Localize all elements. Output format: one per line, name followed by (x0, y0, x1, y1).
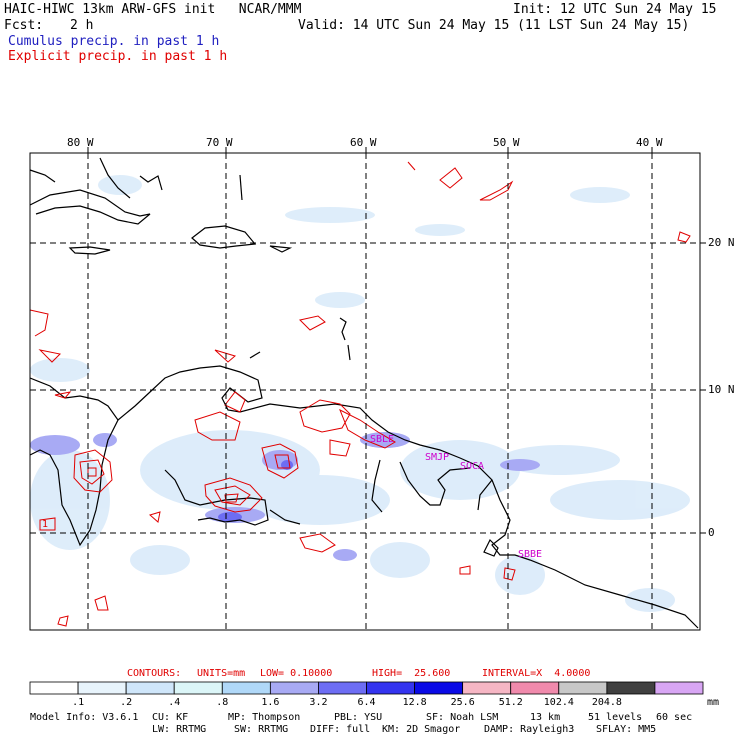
lat-label-20n: 20 N (708, 236, 735, 249)
colorbar-units: mm (707, 697, 720, 708)
precip-shading (30, 175, 690, 612)
lat-label-0: 0 (708, 526, 715, 539)
km-option: KM: 2D Smagor (382, 724, 461, 735)
vertical-levels: 51 levels (588, 712, 643, 723)
mp-scheme: MP: Thompson (228, 712, 301, 723)
legend-cumulus: Cumulus precip. in past 1 h (8, 34, 220, 49)
model-info: Model Info: V3.6.1 (30, 712, 139, 723)
legend-explicit: Explicit precip. in past 1 h (8, 49, 228, 64)
contour-value-label: 1 (42, 519, 49, 530)
station-sble: SBLE (370, 434, 395, 445)
station-smjp: SMJP (425, 452, 450, 463)
contours-units: UNITS=mm (197, 668, 246, 679)
map-frame (29, 152, 701, 631)
lw-scheme: LW: RRTMG (152, 724, 207, 735)
contours-low: LOW= 0.10000 (260, 668, 333, 679)
colorbar-tick-label: .4 (168, 697, 181, 708)
lon-label-70w: 70 W (206, 136, 233, 149)
sflay-option: SFLAY: MM5 (596, 724, 657, 735)
valid-time: Valid: 14 UTC Sun 24 May 15 (11 LST Sun … (298, 18, 690, 33)
init-time: Init: 12 UTC Sun 24 May 15 (513, 2, 717, 17)
map-grid (30, 153, 700, 630)
map-ticks (87, 147, 706, 534)
forecast-label: Fcst: (4, 18, 44, 33)
lat-label-10n: 10 N (708, 383, 735, 396)
contours-interval: INTERVAL=X 4.0000 (482, 668, 591, 679)
contours-label: CONTOURS: (127, 668, 182, 679)
colorbar-tick-label: .1 (72, 697, 85, 708)
plot-title: HAIC-HIWC 13km ARW-GFS init NCAR/MMM (4, 2, 302, 17)
station-sbbe: SBBE (518, 549, 543, 560)
lon-label-50w: 50 W (493, 136, 520, 149)
contours-high: HIGH= 25.600 (372, 668, 451, 679)
sw-scheme: SW: RRTMG (234, 724, 289, 735)
colorbar-tick-label: 51.2 (498, 697, 523, 708)
coastlines (29, 157, 699, 629)
damp-option: DAMP: Rayleigh3 (484, 724, 575, 735)
colorbar-tick-label: 102.4 (543, 697, 574, 708)
colorbar-tick-label: 25.6 (450, 697, 475, 708)
colorbar-tick-label: 6.4 (357, 697, 376, 708)
resolution: 13 km (530, 712, 561, 723)
lon-label-80w: 80 W (67, 136, 94, 149)
colorbar-tick-label: .8 (216, 697, 229, 708)
colorbar-tick-label: .2 (120, 697, 133, 708)
lon-label-40w: 40 W (636, 136, 663, 149)
explicit-precip-contours (29, 161, 691, 627)
forecast-hour: 2 h (70, 18, 94, 33)
station-soca: SOCA (460, 461, 485, 472)
cu-scheme: CU: KF (152, 712, 189, 723)
diff-option: DIFF: full (310, 724, 371, 735)
colorbar-tick-label: 204.8 (591, 697, 622, 708)
sf-scheme: SF: Noah LSM (426, 712, 499, 723)
colorbar-tick-label: 12.8 (402, 697, 427, 708)
time-step: 60 sec (656, 712, 693, 723)
pbl-scheme: PBL: YSU (334, 712, 383, 723)
colorbar-tick-label: 1.6 (261, 697, 280, 708)
colorbar-tick-label: 3.2 (309, 697, 328, 708)
lon-label-60w: 60 W (350, 136, 377, 149)
